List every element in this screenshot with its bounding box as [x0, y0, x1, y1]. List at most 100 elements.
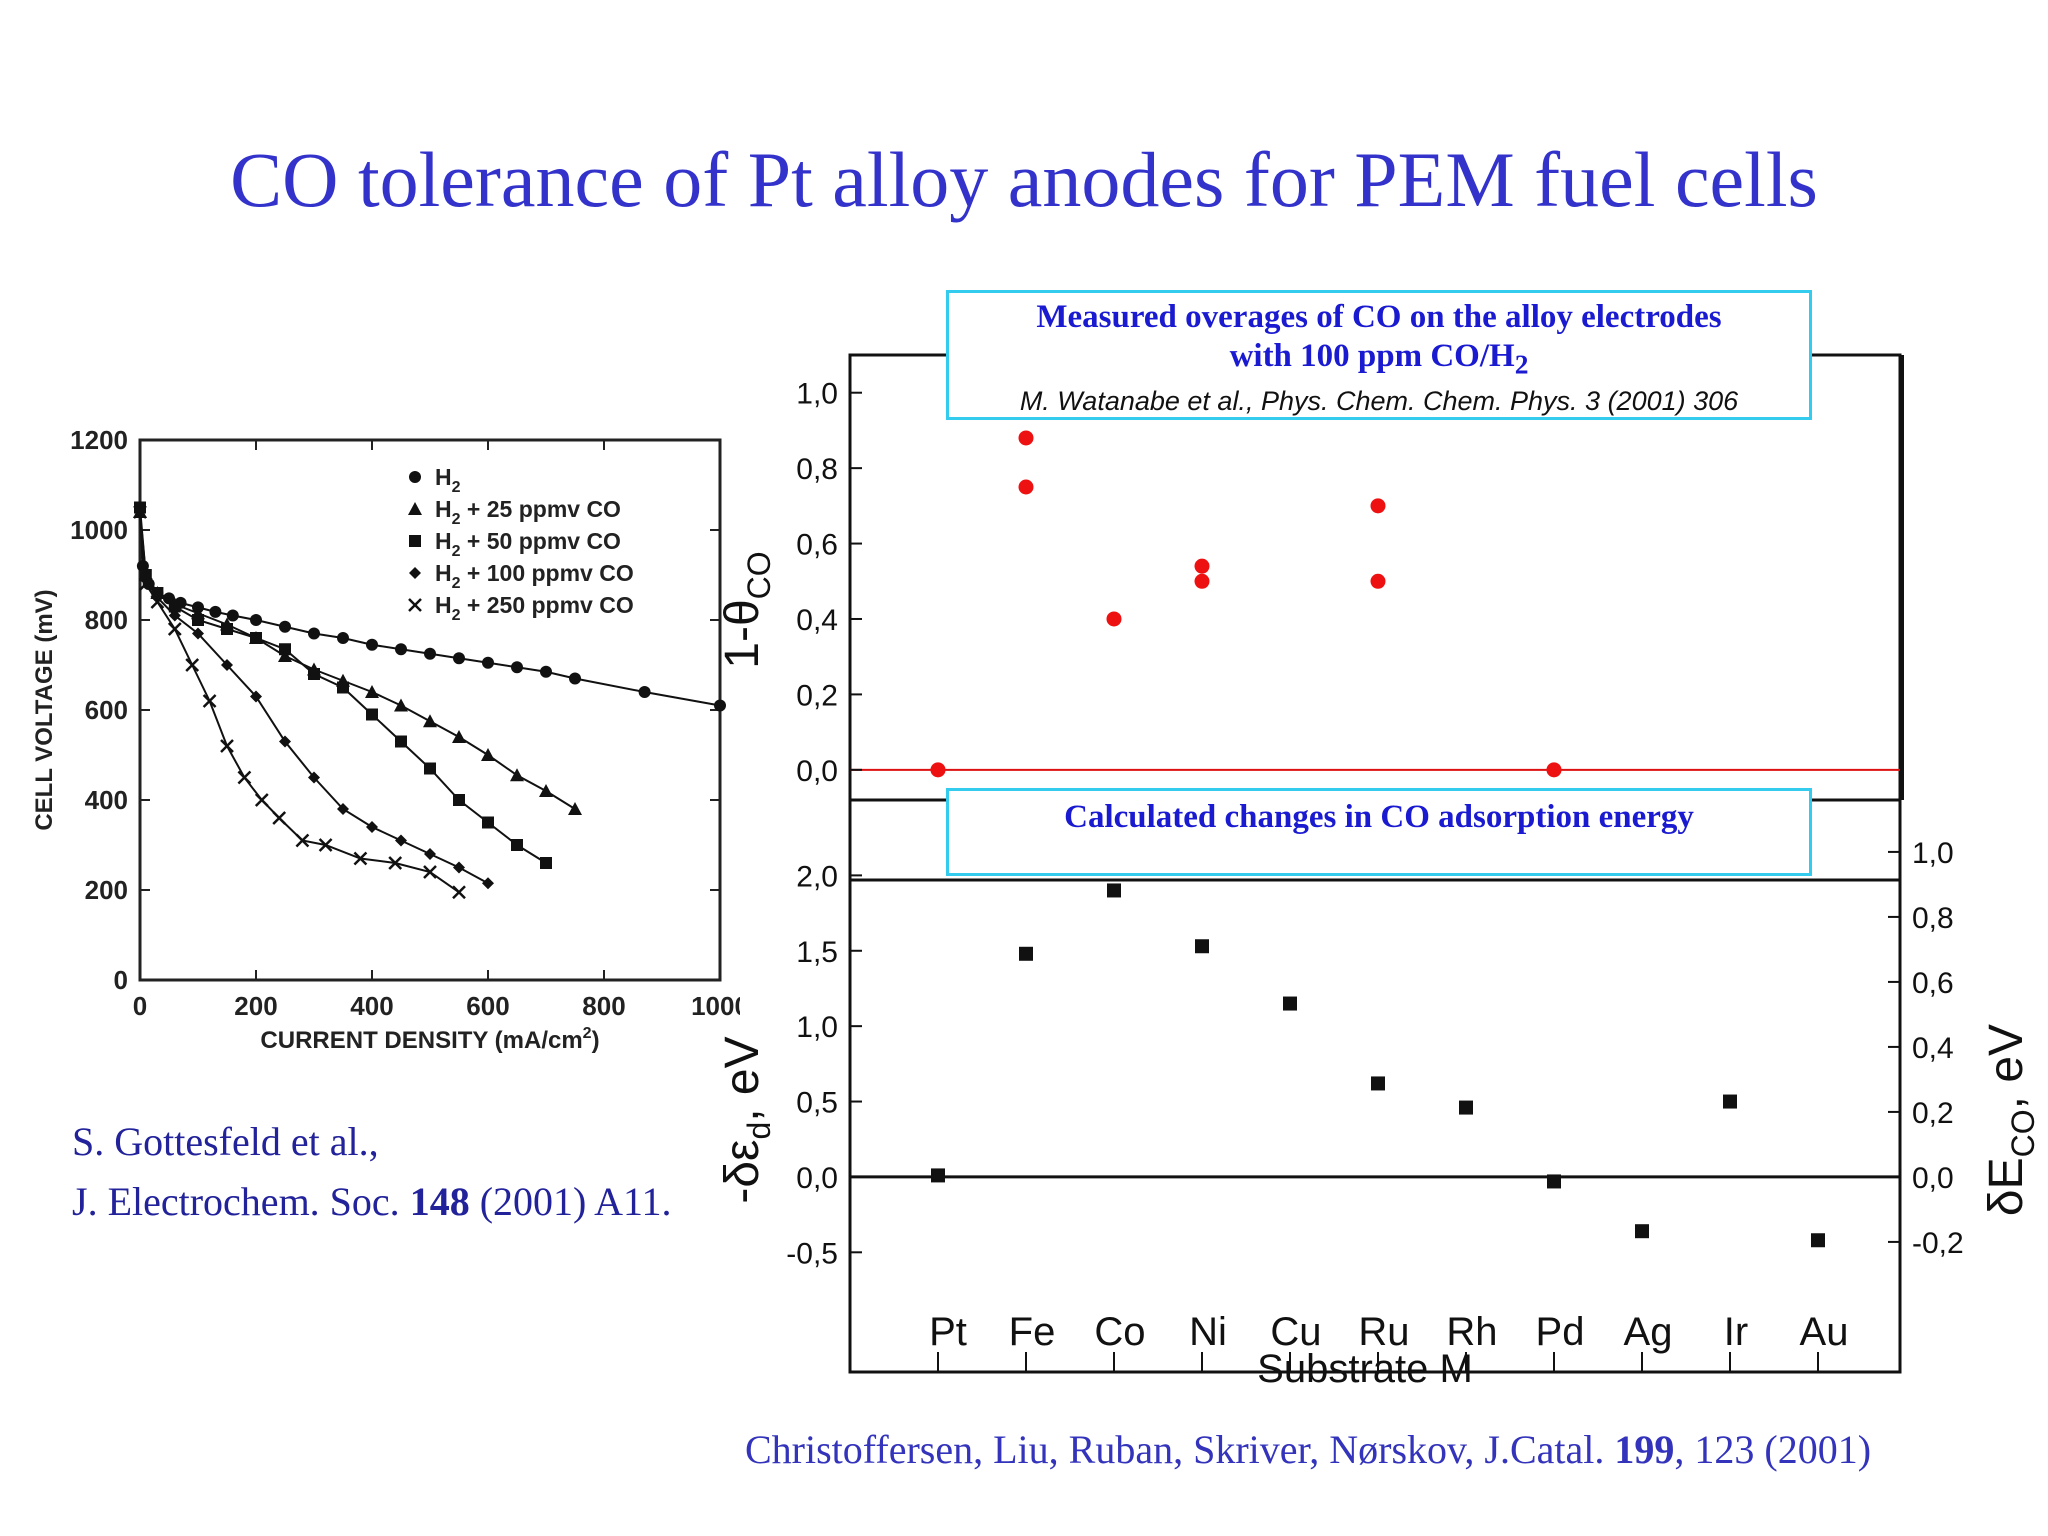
- data-point: [408, 598, 422, 612]
- energy-point: [931, 1168, 945, 1183]
- top-y-tick-label: 0,4: [796, 604, 838, 637]
- coverage-point: [1370, 498, 1386, 514]
- data-point: [366, 708, 378, 721]
- data-point: [424, 647, 436, 660]
- x-axis-label: CURRENT DENSITY (mA/cm2): [260, 1025, 599, 1054]
- data-point: [366, 821, 378, 833]
- data-point: [295, 833, 310, 848]
- polarization-curve-chart: 0 200 400 600 800 1000 0 200 400 600 800 1000 1200 H…: [31, 425, 740, 1054]
- series-4: [133, 505, 466, 900]
- data-point: [568, 802, 582, 815]
- data-point: [365, 685, 379, 698]
- page-title: CO tolerance of Pt alloy anodes for PEM …: [230, 136, 1818, 223]
- coverage-point: [1194, 558, 1210, 574]
- legend-entry: H2 + 100 ppmv CO: [435, 560, 634, 592]
- bottom-y-tick-label: 2,0: [796, 860, 838, 893]
- right-y-tick-label: 0,8: [1912, 902, 1954, 935]
- reference-line-2: J. Electrochem. Soc. 148 (2001) A11.: [72, 1179, 672, 1224]
- energy-point: [1547, 1174, 1561, 1189]
- right-y-tick-label: 0,0: [1912, 1162, 1954, 1195]
- energy-point: [1371, 1076, 1385, 1091]
- data-point-stroke: [133, 505, 147, 519]
- data-point-stroke: [388, 856, 403, 870]
- bottom-y-tick-label: 0,5: [796, 1087, 838, 1120]
- x-tick-label: Au: [1800, 1310, 1849, 1354]
- energy-point: [1283, 996, 1297, 1011]
- data-point: [482, 877, 494, 890]
- right-y-tick-label: 0,2: [1912, 1097, 1954, 1130]
- bottom-right-y-axis-label: δECO, eV: [1980, 1024, 2040, 1216]
- data-point: [308, 627, 320, 640]
- top-y-tick-label: 0,2: [796, 679, 838, 712]
- data-point: [168, 600, 181, 613]
- data-point: [138, 577, 153, 591]
- data-point: [250, 632, 262, 644]
- y-tick-label: 200: [85, 875, 128, 905]
- legend-entry: H2 + 50 ppmv CO: [435, 528, 621, 560]
- data-point: [423, 865, 437, 879]
- x-axis-label: Substrate M: [1257, 1347, 1473, 1391]
- caption-line-2: with 100 ppm CO/H2: [1229, 338, 1529, 380]
- data-point-stroke: [408, 598, 422, 612]
- energy-point: [1107, 883, 1121, 898]
- bottom-y-tick-label: 0,0: [796, 1162, 838, 1195]
- coverage-point: [1194, 573, 1210, 589]
- coverage-point: [1106, 611, 1122, 627]
- x-tick-label: Ni: [1189, 1310, 1227, 1354]
- y-tick-label: 600: [85, 695, 128, 725]
- data-point-stroke: [167, 622, 182, 636]
- data-point: [278, 649, 292, 662]
- data-point: [453, 794, 465, 806]
- data-point: [395, 834, 407, 847]
- y-tick-label: 1200: [70, 425, 128, 455]
- energy-point: [1635, 1224, 1649, 1239]
- bottom-y-tick-label: 1,5: [796, 936, 838, 969]
- bottom-y-tick-label: -0,5: [786, 1237, 838, 1270]
- x-tick-label: 400: [350, 991, 393, 1021]
- data-point: [250, 690, 262, 703]
- data-point: [482, 656, 494, 669]
- data-point: [452, 730, 466, 743]
- data-point: [221, 623, 233, 635]
- data-point: [150, 595, 165, 609]
- data-point: [638, 686, 651, 698]
- top-y-tick-label: 1,0: [796, 378, 838, 411]
- data-point: [569, 672, 581, 685]
- y-tick-label: 1000: [70, 515, 128, 545]
- calculated-energy-caption: Calculated changes in CO adsorption ener…: [946, 788, 1812, 876]
- series-3: [134, 506, 494, 890]
- data-point: [168, 609, 181, 622]
- data-point: [453, 652, 465, 665]
- data-point: [192, 627, 204, 640]
- data-point: [409, 567, 421, 579]
- series-line: [139, 511, 460, 894]
- right-y-tick-label: 0,6: [1912, 967, 1954, 1000]
- data-point: [192, 614, 204, 626]
- x-tick-label: 0: [133, 991, 147, 1021]
- x-tick-label: Rh: [1446, 1310, 1497, 1354]
- data-point: [221, 659, 233, 671]
- data-point: [133, 505, 147, 519]
- data-point-stroke: [202, 694, 217, 708]
- data-point: [337, 681, 349, 694]
- reference-christoffersen: Christoffersen, Liu, Ruban, Skriver, Nør…: [745, 1427, 1872, 1472]
- data-point: [185, 658, 200, 672]
- caption-line: Calculated changes in CO adsorption ener…: [1064, 799, 1694, 835]
- x-tick-label: Ru: [1358, 1310, 1409, 1354]
- plot-frame: [138, 438, 722, 982]
- top-y-axis-label: 1-θCO: [716, 551, 777, 668]
- x-tick-label: 800: [582, 991, 625, 1021]
- data-point-stroke: [138, 577, 153, 591]
- top-y-tick-label: 0,6: [796, 529, 838, 562]
- right-y-tick-label: -0,2: [1912, 1227, 1964, 1260]
- caption-citation: M. Watanabe et al., Phys. Chem. Chem. Ph…: [1019, 385, 1739, 416]
- x-tick-label: Pt: [929, 1310, 967, 1354]
- data-point-stroke: [353, 851, 368, 866]
- data-point: [250, 614, 262, 626]
- legend-entry: H2 + 250 ppmv CO: [435, 592, 634, 624]
- energy-point: [1811, 1233, 1825, 1248]
- data-point: [366, 638, 378, 651]
- data-point: [308, 771, 320, 784]
- energy-point: [1459, 1100, 1473, 1115]
- top-y-tick-label: 0,8: [796, 453, 838, 486]
